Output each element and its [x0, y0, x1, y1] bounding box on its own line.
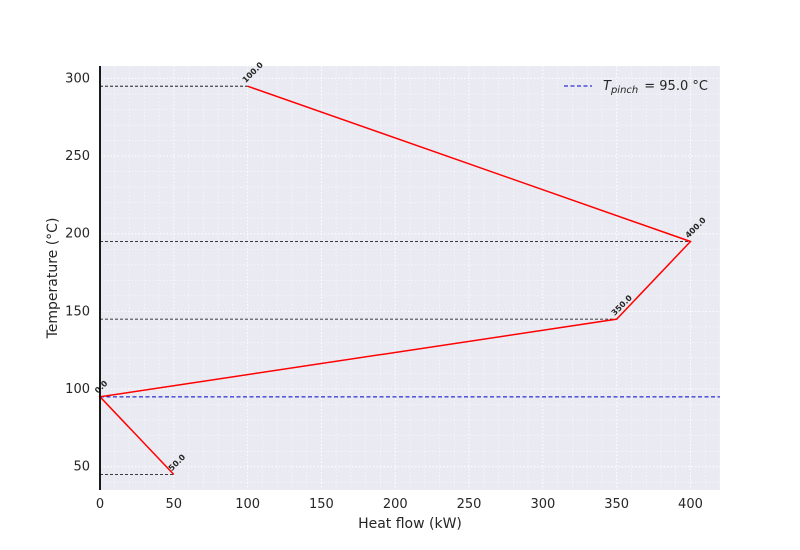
reference-lines — [100, 85, 691, 475]
x-tick-label: 400 — [678, 497, 703, 512]
y-tick-label: 200 — [65, 227, 90, 242]
x-tick-label: 0 — [96, 497, 104, 512]
x-axis-label: Heat flow (kW) — [358, 516, 462, 532]
x-tick-label: 250 — [457, 497, 482, 512]
y-axis-label: Temperature (°C) — [45, 218, 61, 340]
series-group — [98, 85, 692, 475]
x-tick-label: 100 — [235, 497, 260, 512]
legend-value: = 95.0 °C — [644, 79, 708, 94]
legend-label-pinch: Tpinch = 95.0 °C — [603, 79, 708, 96]
x-tick-label: 300 — [530, 497, 555, 512]
legend-subscript: pinch — [610, 85, 638, 96]
cascade-line — [98, 85, 692, 475]
y-tick-label: 150 — [65, 304, 90, 319]
y-tick-label: 250 — [65, 149, 90, 164]
grid — [99, 66, 721, 490]
legend: Tpinch = 95.0 °C — [564, 79, 708, 96]
x-tick-label: 50 — [166, 497, 183, 512]
x-tick-label: 200 — [383, 497, 408, 512]
tick-labels: 0 50 100 150 200 250 300 350 400 50 100 150 200 250 30… — [65, 71, 703, 512]
y-tick-label: 300 — [65, 71, 90, 86]
y-tick-label: 100 — [65, 382, 90, 397]
legend-symbol: T — [603, 79, 612, 94]
y-tick-label: 50 — [73, 460, 90, 475]
x-tick-label: 150 — [309, 497, 334, 512]
x-tick-label: 350 — [604, 497, 629, 512]
